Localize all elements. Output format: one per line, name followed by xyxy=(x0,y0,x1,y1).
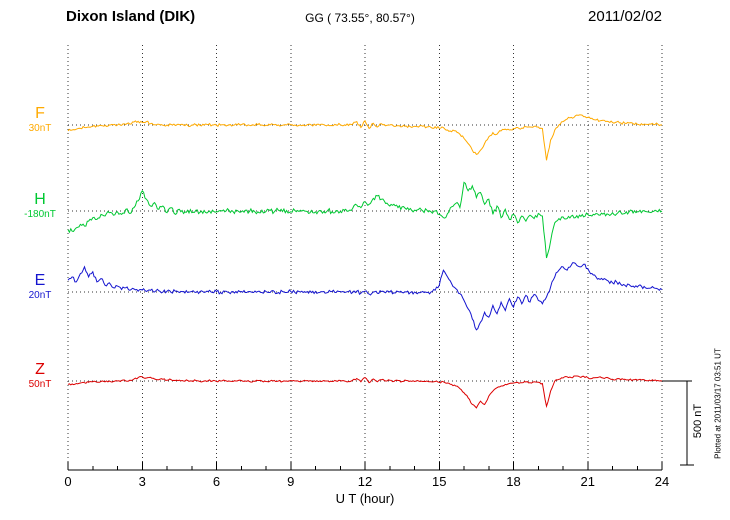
plot-date: 2011/02/02 xyxy=(588,8,662,25)
series-letter-e: E xyxy=(34,272,46,289)
series-label-h: H -180nT xyxy=(14,191,66,221)
station-title: Dixon Island (DIK) xyxy=(66,8,196,25)
series-baseline-value-e: 20nT xyxy=(28,290,52,301)
x-tick-label: 3 xyxy=(138,474,146,489)
series-letter-z: Z xyxy=(35,361,45,378)
x-tick-label: 18 xyxy=(506,474,521,489)
x-tick-label: 24 xyxy=(654,474,670,489)
series-letter-h: H xyxy=(34,191,46,208)
x-axis-label: U T (hour) xyxy=(335,491,395,506)
x-tick-label: 21 xyxy=(580,474,595,489)
series-baseline-value-z: 50nT xyxy=(28,379,52,390)
series-baseline-value-h: -180nT xyxy=(24,209,56,220)
trace-F xyxy=(67,114,663,161)
trace-H xyxy=(67,181,663,259)
series-letter-f: F xyxy=(35,105,45,122)
x-tick-label: 12 xyxy=(357,474,373,489)
series-label-f: F 30nT xyxy=(14,105,66,135)
plot-timestamp-note: Plotted at 2011/03/17 03:51 UT xyxy=(713,348,723,459)
x-tick-label: 0 xyxy=(64,474,72,489)
trace-E xyxy=(67,262,663,331)
station-coordinates: GG ( 73.55°, 80.57°) xyxy=(305,11,415,25)
trace-Z xyxy=(67,375,663,409)
x-tick-label: 15 xyxy=(432,474,447,489)
scale-bar-label: 500 nT xyxy=(692,403,704,439)
series-baseline-value-f: 30nT xyxy=(28,123,52,134)
x-tick-label: 6 xyxy=(212,474,221,489)
x-tick-label: 9 xyxy=(287,474,295,489)
series-label-e: E 20nT xyxy=(14,272,66,302)
series-label-z: Z 50nT xyxy=(14,361,66,391)
